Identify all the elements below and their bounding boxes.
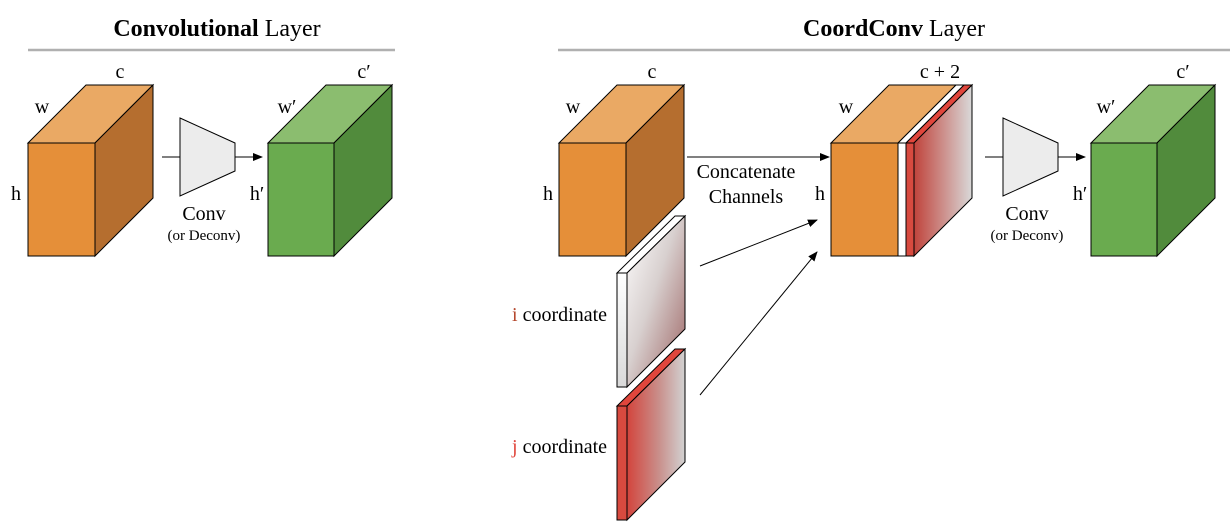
left-title: Convolutional Layer: [113, 16, 320, 42]
right-input-h-label: h: [543, 183, 553, 205]
right-input-block: [557, 83, 686, 258]
right-output-w-label: w′: [1097, 96, 1116, 118]
left-input-h-label: h: [11, 183, 21, 205]
right-conv-label: Conv: [1005, 203, 1048, 225]
right-input-w-label: w: [566, 96, 581, 118]
left-conv-label: Conv: [182, 203, 225, 225]
right-title-rest: Layer: [923, 16, 985, 42]
i-coordinate-text: coordinate: [518, 304, 608, 326]
i-coordinate-letter: i: [512, 304, 518, 326]
concat-orange-front-face: [830, 142, 899, 257]
concat-side-face: [913, 83, 973, 258]
right-conv-trapezoid: [1002, 117, 1059, 197]
left-title-rest: Layer: [259, 16, 321, 42]
right-panel: CoordConv Layer w c h i coordinate j coo…: [511, 16, 1230, 522]
j-coordinate-slice: [615, 347, 687, 522]
right-conv-sublabel: (or Deconv): [991, 228, 1064, 244]
left-output-w-label: w′: [278, 96, 297, 118]
left-output-block: [266, 83, 394, 258]
right-output-c-label: c′: [1176, 61, 1189, 83]
left-output-front-face: [267, 142, 335, 257]
right-input-c-label: c: [648, 61, 657, 83]
left-input-front-face: [27, 142, 96, 257]
left-output-h-label: h′: [250, 183, 264, 205]
right-output-h-label: h′: [1073, 183, 1087, 205]
concat-arrow-i: [699, 219, 818, 267]
j-coordinate-label: j coordinate: [511, 436, 607, 458]
right-output-front-face: [1090, 142, 1158, 257]
concat-block: [829, 83, 974, 258]
concat-j-front-face: [905, 142, 915, 257]
concat-w-label: w: [839, 96, 854, 118]
j-slice-front-edge: [616, 405, 628, 521]
i-coordinate-slice: [615, 214, 687, 389]
i-slice-face: [626, 214, 686, 389]
concat-h-label: h: [815, 183, 825, 205]
right-input-front-face: [558, 142, 627, 257]
concat-i-front-face: [897, 142, 907, 257]
left-output-c-label: c′: [357, 61, 370, 83]
i-slice-front-edge: [616, 272, 628, 388]
left-conv-sublabel: (or Deconv): [168, 228, 241, 244]
left-conv-trapezoid: [179, 117, 236, 197]
right-title: CoordConv Layer: [803, 16, 985, 42]
concat-label-line2: Channels: [709, 186, 784, 208]
concat-label-line1: Concatenate: [697, 161, 796, 183]
left-panel: Convolutional Layer w c h Conv (or Decon…: [11, 16, 395, 258]
left-input-c-label: c: [116, 61, 125, 83]
j-slice-face: [626, 347, 686, 522]
left-input-block: [26, 83, 155, 258]
j-coordinate-letter: j: [511, 436, 518, 458]
left-title-bold: Convolutional: [113, 16, 259, 42]
left-input-w-label: w: [35, 96, 50, 118]
j-coordinate-text: coordinate: [518, 436, 608, 458]
right-output-block: [1089, 83, 1217, 258]
right-title-bold: CoordConv: [803, 16, 923, 42]
concat-arrow-j: [699, 251, 818, 396]
concat-c-label: c + 2: [920, 61, 960, 83]
i-coordinate-label: i coordinate: [512, 304, 607, 326]
